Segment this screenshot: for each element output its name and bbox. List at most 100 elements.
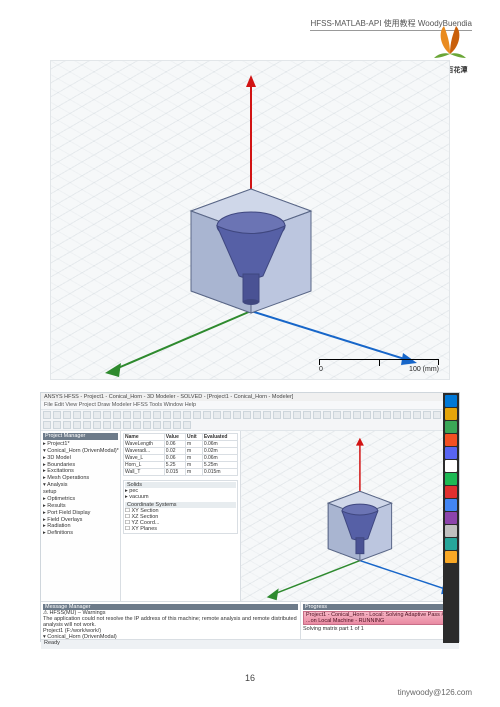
toolbar-button[interactable] xyxy=(333,411,341,419)
tree-item[interactable]: ▸ Results xyxy=(43,503,118,510)
toolbar-button[interactable] xyxy=(243,411,251,419)
toolbar-button[interactable] xyxy=(273,411,281,419)
toolbar-button[interactable] xyxy=(293,411,301,419)
taskbar-app-icon[interactable] xyxy=(445,447,457,459)
3d-viewport-small[interactable] xyxy=(241,431,459,601)
tree-item[interactable]: ▸ Mesh Operations xyxy=(43,475,118,482)
toolbar-button[interactable] xyxy=(163,421,171,429)
message-area: Message Manager ⚠ HFSS(MU) – Warnings Th… xyxy=(41,601,459,639)
toolbar-button[interactable] xyxy=(103,421,111,429)
table-row[interactable]: Wall_T0.015m0.015m xyxy=(124,469,238,476)
toolbar-button[interactable] xyxy=(133,421,141,429)
toolbar-button[interactable] xyxy=(373,411,381,419)
tree-item[interactable]: ▸ 3D Model xyxy=(43,455,118,462)
taskbar-app-icon[interactable] xyxy=(445,460,457,472)
taskbar-app-icon[interactable] xyxy=(445,551,457,563)
tree-item[interactable]: ▸ Boundaries xyxy=(43,462,118,469)
taskbar-app-icon[interactable] xyxy=(445,395,457,407)
toolbar-button[interactable] xyxy=(153,411,161,419)
solids-item[interactable]: ▸ vacuum xyxy=(125,494,236,500)
tree-item[interactable]: ▸ Definitions xyxy=(43,530,118,537)
toolbar-button[interactable] xyxy=(113,421,121,429)
message-manager[interactable]: Message Manager ⚠ HFSS(MU) – Warnings Th… xyxy=(41,602,301,639)
toolbar-button[interactable] xyxy=(123,421,131,429)
toolbar-button[interactable] xyxy=(353,411,361,419)
toolbar-button[interactable] xyxy=(73,421,81,429)
tree-item[interactable]: setup xyxy=(43,489,118,496)
toolbar-button[interactable] xyxy=(383,411,391,419)
table-row[interactable]: Horn_L5.25m5.25m xyxy=(124,462,238,469)
toolbar-button[interactable] xyxy=(203,411,211,419)
toolbar-button[interactable] xyxy=(53,421,61,429)
toolbar-button[interactable] xyxy=(143,411,151,419)
tree-item[interactable]: ▸ Field Overlays xyxy=(43,517,118,524)
toolbar-button[interactable] xyxy=(143,421,151,429)
flower-icon xyxy=(430,24,470,60)
toolbar-button[interactable] xyxy=(153,421,161,429)
toolbar-button[interactable] xyxy=(283,411,291,419)
toolbar-button[interactable] xyxy=(43,411,51,419)
toolbar-button[interactable] xyxy=(163,411,171,419)
3d-view-large: 0 100 (mm) xyxy=(50,60,450,380)
toolbar-button[interactable] xyxy=(193,411,201,419)
toolbar-button[interactable] xyxy=(403,411,411,419)
taskbar-app-icon[interactable] xyxy=(445,538,457,550)
toolbar-button[interactable] xyxy=(213,411,221,419)
toolbar-button[interactable] xyxy=(53,411,61,419)
toolbar-button[interactable] xyxy=(363,411,371,419)
taskbar-app-icon[interactable] xyxy=(445,499,457,511)
hfss-window: ANSYS HFSS - Project1 - Conical_Horn - 3… xyxy=(40,392,460,642)
properties-panel[interactable]: NameValueUnitEvaluated WaveLength0.06m0.… xyxy=(121,431,241,601)
taskbar-app-icon[interactable] xyxy=(445,512,457,524)
taskbar-app-icon[interactable] xyxy=(445,525,457,537)
toolbar-button[interactable] xyxy=(223,411,231,419)
hfss-menubar[interactable]: File Edit View Project Draw Modeler HFSS… xyxy=(41,401,459,409)
toolbar-button[interactable] xyxy=(433,411,441,419)
tree-item[interactable]: ▸ Excitations xyxy=(43,468,118,475)
table-row[interactable]: WaveLength0.06m0.06m xyxy=(124,441,238,448)
toolbar-button[interactable] xyxy=(263,411,271,419)
toolbar-button[interactable] xyxy=(183,421,191,429)
taskbar-app-icon[interactable] xyxy=(445,421,457,433)
taskbar-app-icon[interactable] xyxy=(445,486,457,498)
os-taskbar[interactable] xyxy=(443,393,459,643)
hfss-toolbar[interactable] xyxy=(41,409,459,431)
toolbar-button[interactable] xyxy=(93,411,101,419)
toolbar-button[interactable] xyxy=(113,411,121,419)
table-row[interactable]: Waveradi...0.02m0.02m xyxy=(124,448,238,455)
toolbar-button[interactable] xyxy=(123,411,131,419)
toolbar-button[interactable] xyxy=(183,411,191,419)
toolbar-button[interactable] xyxy=(63,411,71,419)
toolbar-button[interactable] xyxy=(103,411,111,419)
check-item[interactable]: ☐ XY Planes xyxy=(125,526,236,532)
taskbar-app-icon[interactable] xyxy=(445,434,457,446)
toolbar-button[interactable] xyxy=(93,421,101,429)
toolbar-button[interactable] xyxy=(233,411,241,419)
toolbar-button[interactable] xyxy=(83,411,91,419)
toolbar-button[interactable] xyxy=(313,411,321,419)
toolbar-button[interactable] xyxy=(83,421,91,429)
tree-item[interactable]: ▾ Analysis xyxy=(43,482,118,489)
table-row[interactable]: Wave_L0.06m0.06m xyxy=(124,455,238,462)
tree-item[interactable]: ▸ Optimetrics xyxy=(43,496,118,503)
toolbar-button[interactable] xyxy=(173,411,181,419)
toolbar-button[interactable] xyxy=(43,421,51,429)
tree-item[interactable]: ▸ Port Field Display xyxy=(43,510,118,517)
toolbar-button[interactable] xyxy=(133,411,141,419)
taskbar-app-icon[interactable] xyxy=(445,473,457,485)
toolbar-button[interactable] xyxy=(423,411,431,419)
toolbar-button[interactable] xyxy=(393,411,401,419)
tree-item[interactable]: ▸ Radiation xyxy=(43,523,118,530)
tree-item[interactable]: ▾ Conical_Horn (DrivenModal)* xyxy=(43,448,118,455)
toolbar-button[interactable] xyxy=(73,411,81,419)
toolbar-button[interactable] xyxy=(253,411,261,419)
toolbar-button[interactable] xyxy=(63,421,71,429)
toolbar-button[interactable] xyxy=(413,411,421,419)
toolbar-button[interactable] xyxy=(303,411,311,419)
toolbar-button[interactable] xyxy=(173,421,181,429)
toolbar-button[interactable] xyxy=(343,411,351,419)
toolbar-button[interactable] xyxy=(323,411,331,419)
taskbar-app-icon[interactable] xyxy=(445,408,457,420)
tree-item[interactable]: ▸ Project1* xyxy=(43,441,118,448)
project-tree-panel[interactable]: Project Manager ▸ Project1* ▾ Conical_Ho… xyxy=(41,431,121,601)
